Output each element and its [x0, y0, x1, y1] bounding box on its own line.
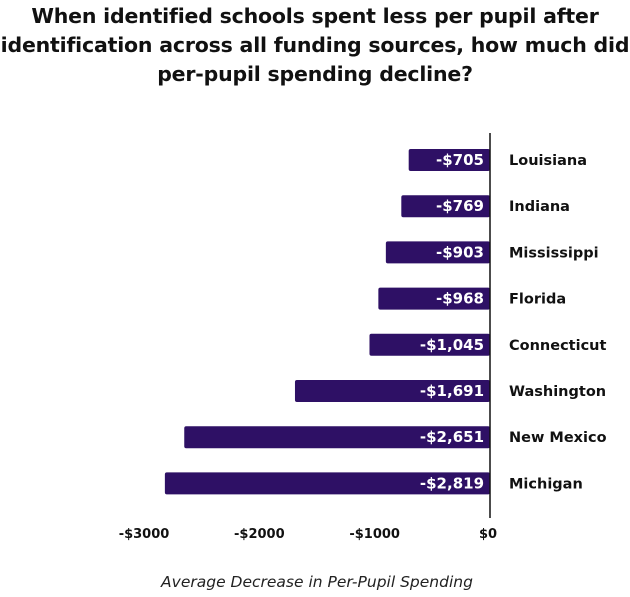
x-tick-label: -$2000 [234, 527, 285, 542]
bar-florida [378, 287, 490, 310]
chart-title: When identified schools spent less per p… [0, 4, 630, 86]
bar-indiana [401, 195, 490, 218]
bars-layer [164, 149, 490, 495]
bar-michigan [164, 472, 490, 495]
x-tick-label: -$1000 [349, 527, 400, 542]
labels-layer: -$705 Louisiana -$769 Indiana -$903 Mississip… [420, 151, 607, 492]
bar-mississippi [385, 241, 490, 264]
bar-value-label: -$769 [436, 197, 484, 215]
category-label: Florida [509, 292, 566, 308]
bar-new-mexico [184, 426, 490, 449]
category-label: Michigan [509, 476, 583, 492]
bar-value-label: -$2,651 [420, 428, 484, 446]
bar-value-label: -$1,045 [420, 336, 484, 354]
bar-value-label: -$1,691 [420, 382, 484, 400]
bar-connecticut [369, 333, 490, 356]
category-label: Indiana [509, 199, 570, 215]
x-tick-label: $0 [479, 527, 497, 542]
bar-louisiana [408, 149, 490, 171]
category-label: Washington [509, 384, 606, 400]
bar-value-label: -$968 [436, 290, 484, 308]
category-label: Connecticut [509, 338, 606, 354]
x-axis-label: Average Decrease in Per-Pupil Spending [160, 573, 473, 591]
x-tick-label: -$3000 [119, 527, 170, 542]
bar-value-label: -$903 [436, 243, 484, 261]
bar-value-label: -$2,819 [420, 474, 484, 492]
category-label: New Mexico [509, 430, 607, 446]
bar-washington [294, 380, 490, 402]
bar-value-label: -$705 [436, 151, 484, 169]
category-label: Louisiana [509, 153, 587, 169]
category-label: Mississippi [509, 245, 599, 261]
x-ticks-layer: -$3000 -$2000 -$1000 $0 [119, 527, 497, 542]
